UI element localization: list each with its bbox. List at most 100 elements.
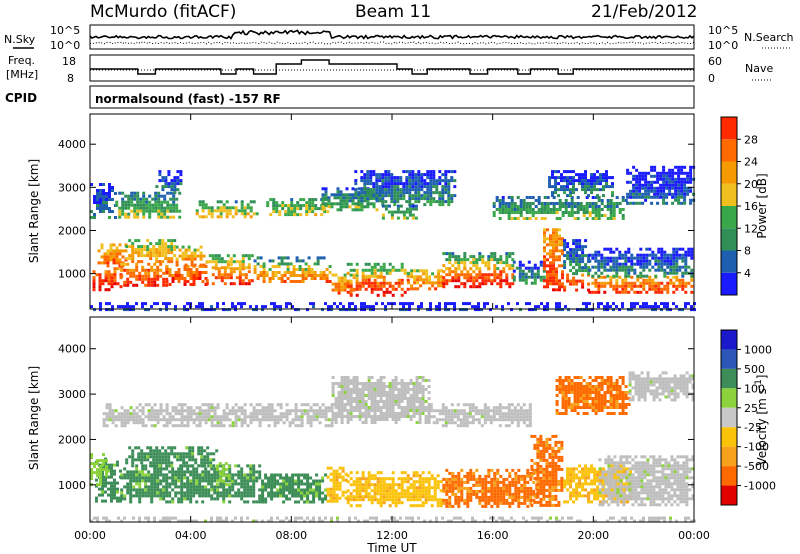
scatter-cell [335, 487, 339, 491]
scatter-cell [466, 495, 470, 499]
scatter-cell [261, 491, 265, 495]
scatter-cell [168, 494, 172, 498]
scatter-cell [171, 516, 174, 520]
scatter-cell [578, 266, 582, 270]
scatter-cell [264, 482, 268, 486]
scatter-cell [270, 485, 274, 489]
scatter-cell [110, 481, 113, 485]
scatter-cell [172, 206, 176, 210]
scatter-cell [134, 239, 138, 243]
scatter-cell [167, 461, 171, 465]
scatter-cell [99, 459, 102, 463]
scatter-cell [147, 280, 151, 284]
scatter-cell [328, 271, 332, 274]
scatter-cell [303, 476, 307, 480]
scatter-cell [150, 488, 154, 492]
scatter-cell [237, 476, 241, 480]
scatter-cell [414, 182, 418, 186]
scatter-cell [450, 179, 454, 183]
scatter-cell [539, 452, 543, 456]
scatter-cell [256, 262, 260, 266]
scatter-cell [123, 305, 126, 309]
scatter-cell [566, 179, 569, 183]
scatter-cell [554, 179, 557, 183]
scatter-cell [164, 176, 168, 180]
scatter-cell [633, 262, 637, 266]
scatter-cell [186, 464, 190, 468]
scatter-cell [295, 274, 299, 277]
scatter-cell [370, 265, 374, 269]
freq-tick-bottom: 8 [67, 72, 74, 85]
scatter-cell [107, 469, 110, 473]
scatter-cell [558, 243, 561, 247]
scatter-cell [621, 287, 625, 291]
scatter-cell [93, 201, 96, 204]
scatter-cell [187, 245, 191, 249]
scatter-cell [108, 186, 111, 189]
scatter-cell [408, 182, 412, 186]
scatter-cell [195, 274, 199, 277]
scatter-cell [336, 196, 340, 200]
scatter-cell [618, 250, 622, 254]
scatter-cell [321, 187, 325, 191]
scatter-cell [360, 196, 364, 200]
scatter-cell [445, 492, 449, 496]
scatter-cell [462, 308, 465, 312]
scatter-cell [360, 170, 364, 174]
scatter-cell [179, 173, 183, 177]
scatter-cell [255, 212, 259, 216]
scatter-cell [360, 203, 364, 207]
scatter-cell [647, 171, 651, 175]
scatter-cell [418, 489, 422, 493]
scatter-cell [107, 487, 110, 491]
scatter-cell [198, 488, 202, 492]
scatter-cell [444, 200, 448, 204]
scatter-cell [161, 452, 165, 456]
scatter-cell [517, 492, 521, 496]
scatter-cell [367, 278, 371, 282]
scatter-cell [279, 482, 283, 486]
scatter-cell [177, 485, 181, 489]
scatter-cell [119, 499, 122, 503]
scatter-cell [364, 483, 368, 487]
scatter-cell [419, 269, 423, 273]
scatter-cell [341, 493, 345, 497]
scatter-cell [376, 471, 380, 475]
scatter-cell [132, 473, 136, 477]
scatter-cell [141, 473, 145, 477]
scatter-cell [99, 302, 102, 306]
scatter-cell [423, 194, 427, 198]
scatter-cell [201, 494, 205, 498]
scatter-cell [408, 308, 411, 312]
scatter-cell [262, 271, 266, 274]
scatter-cell [687, 250, 691, 254]
scatter-cell [354, 170, 358, 174]
scatter-cell [240, 302, 243, 306]
scatter-cell [639, 274, 643, 278]
scatter-cell [183, 464, 187, 468]
scatter-cell [355, 262, 359, 266]
scatter-cell [145, 200, 149, 204]
scatter-cell [539, 488, 543, 492]
scatter-cell [253, 265, 257, 268]
scatter-cell [150, 305, 153, 309]
scatter-cell [213, 467, 217, 471]
scatter-cell [545, 446, 549, 450]
scatter-cell [301, 277, 305, 280]
scatter-cell [552, 252, 555, 256]
scatter-cell [641, 195, 645, 199]
scatter-cell [677, 186, 681, 190]
scatter-cell [225, 308, 228, 312]
scatter-cell [358, 504, 362, 508]
scatter-cell [439, 504, 443, 508]
scatter-cell [381, 173, 385, 177]
scatter-cell [281, 201, 285, 205]
scatter-cell [132, 283, 136, 287]
scatter-cell [477, 308, 480, 312]
scatter-cell [174, 274, 178, 277]
scatter-cell [552, 261, 555, 265]
scatter-cell [143, 455, 147, 459]
scatter-cell [256, 274, 260, 277]
scatter-cell [594, 211, 598, 214]
scatter-cell [204, 206, 208, 210]
